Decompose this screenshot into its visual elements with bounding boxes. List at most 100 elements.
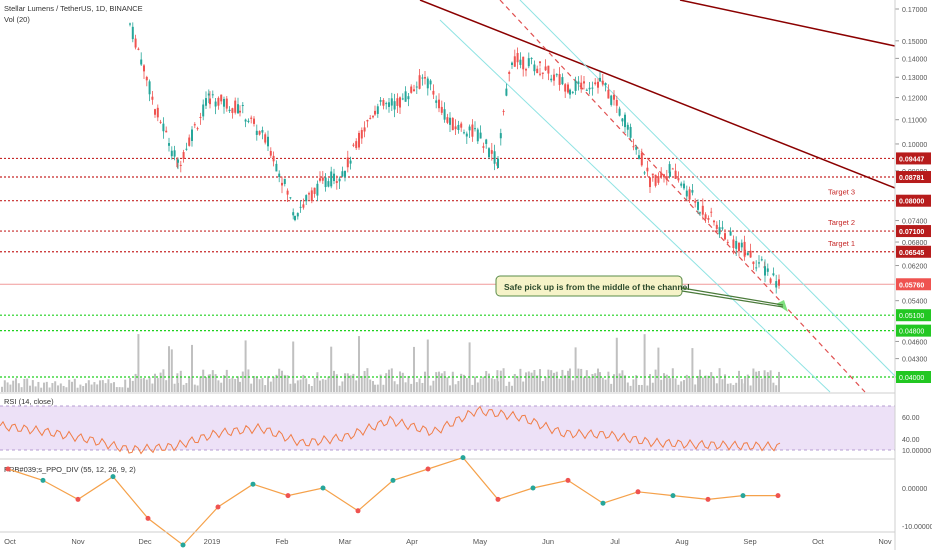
annotation-text: Safe pick up is from the middle of the c…: [504, 282, 690, 292]
volume-bar: [680, 381, 683, 392]
candle-body: [401, 98, 404, 100]
candle-body: [571, 91, 574, 93]
volume-bar: [561, 369, 564, 392]
candle-body: [217, 97, 220, 106]
candle-body: [363, 127, 366, 132]
target-label: Target 2: [828, 218, 855, 227]
volume-bar: [40, 387, 43, 392]
candle-body: [533, 64, 536, 72]
time-axis: Oct Nov Dec 2019 Feb Mar Apr May Jun Jul Aug Sep Oct…: [4, 537, 892, 546]
candle-body: [511, 62, 513, 66]
volume-bar: [778, 371, 780, 392]
candle-body: [131, 26, 134, 40]
candle-body: [341, 171, 344, 177]
price-tick-label: 0.06200: [902, 264, 927, 271]
candle-body: [269, 150, 272, 156]
candle-body: [199, 116, 202, 118]
price-pane[interactable]: [0, 0, 895, 392]
candle-body: [446, 117, 449, 123]
candle-body: [701, 205, 704, 215]
volume-bar: [404, 382, 407, 392]
rsi-tick-label: 40.00: [902, 437, 920, 444]
volume-bar: [321, 379, 324, 392]
candle-body: [179, 164, 182, 166]
candle-body: [346, 157, 349, 168]
candle-body: [729, 231, 732, 236]
volume-bar: [674, 378, 677, 392]
volume-bar: [374, 384, 376, 392]
candle-body: [476, 129, 479, 142]
volume-bar: [651, 382, 654, 392]
candle-body: [694, 201, 697, 203]
candle-body: [539, 61, 541, 64]
volume-bar: [440, 373, 443, 392]
volume-bar: [234, 378, 237, 392]
candle-body: [713, 220, 715, 223]
volume-bar: [366, 368, 369, 392]
price-tick-label: 0.06800: [902, 240, 927, 247]
candle-body: [366, 119, 369, 122]
volume-bar: [724, 374, 726, 392]
candle-body: [522, 56, 525, 70]
volume-bar: [330, 346, 333, 392]
candle-body: [558, 74, 561, 85]
candle-body: [202, 104, 205, 117]
volume-bar: [231, 377, 234, 392]
volume-bar: [508, 381, 511, 392]
candle-body: [585, 89, 588, 91]
volume-bar: [435, 372, 438, 392]
price-tag-box: [896, 278, 931, 291]
volume-bar: [349, 375, 352, 392]
volume-bar: [73, 378, 76, 392]
candle-body: [159, 121, 162, 123]
candle-body: [680, 183, 683, 186]
volume-bar: [104, 383, 107, 392]
candle-body: [385, 103, 388, 105]
candle-body: [324, 177, 327, 188]
volume-bar: [26, 378, 29, 392]
candle-body: [482, 146, 485, 148]
volume-bar: [505, 385, 508, 392]
volume-bar: [51, 383, 54, 392]
candle-body: [449, 117, 451, 125]
volume-bar: [90, 384, 93, 392]
time-tick-label: Nov: [71, 537, 85, 546]
volume-bar: [688, 377, 691, 392]
annotation-callout[interactable]: Safe pick up is from the middle of the c…: [495, 275, 784, 308]
volume-bar: [399, 371, 401, 392]
volume-bar: [302, 374, 305, 392]
volume-bar: [12, 380, 15, 392]
candle-body: [410, 86, 413, 93]
candle-body: [688, 189, 691, 200]
volume-bar: [482, 376, 485, 392]
volume-bar: [118, 387, 121, 392]
volume-bar: [758, 371, 760, 392]
candle-body: [239, 110, 241, 113]
volume-bar: [665, 374, 668, 392]
candle-body: [497, 158, 499, 168]
volume-bar: [59, 383, 62, 392]
candle-body: [553, 74, 555, 81]
volume-bar: [569, 368, 571, 392]
ppo-dot: [670, 493, 676, 499]
volume-bar: [553, 372, 555, 392]
candle-body: [283, 178, 286, 185]
price-tick-label: 0.13000: [902, 75, 927, 82]
volume-bar: [567, 370, 569, 392]
volume-bar: [217, 380, 220, 392]
candle-body: [697, 201, 699, 210]
volume-bar: [418, 378, 421, 392]
volume-bar: [536, 375, 539, 392]
volume-bar: [250, 383, 253, 392]
candle-body: [143, 65, 145, 72]
candle-body: [594, 82, 597, 85]
candle-body: [319, 178, 321, 181]
price-tag-label: 0.05760: [899, 282, 924, 289]
volume-bar: [228, 378, 231, 392]
volume-bar: [29, 385, 31, 392]
volume-bar: [3, 380, 6, 392]
volume-bar: [604, 379, 607, 392]
ppo-tick-label: 0.00000: [902, 486, 927, 493]
candle-body: [355, 141, 358, 149]
